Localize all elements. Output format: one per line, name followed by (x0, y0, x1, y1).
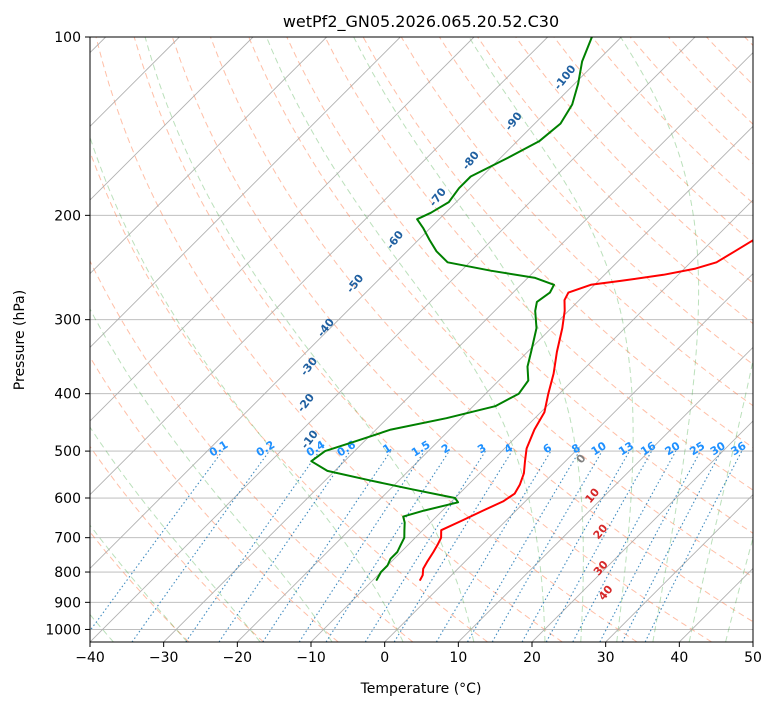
moist-adiabat-line (620, 37, 700, 642)
mixing-ratio-line (298, 450, 425, 642)
y-tick-label: 1000 (45, 622, 81, 638)
moist-adiabat-line (90, 524, 188, 642)
profile-series (310, 37, 753, 581)
moist-adiabat-line (266, 37, 546, 642)
dry-adiabat-line (95, 37, 563, 642)
moist-adiabat-line (725, 536, 753, 642)
mixing-ratio-line (644, 450, 743, 642)
y-tick-label: 800 (54, 565, 81, 581)
x-tick-label: 10 (449, 650, 467, 666)
mixing-ratio-line (393, 450, 513, 642)
x-tick-label: 30 (597, 650, 615, 666)
isotherm-line (90, 37, 327, 275)
mixing-ratio-line (185, 450, 320, 642)
y-tick-label: 400 (54, 387, 81, 403)
x-tick-label: −30 (149, 650, 179, 666)
dry-adiabats (90, 37, 753, 642)
isotherm-line (90, 37, 696, 642)
y-tick-label: 900 (54, 595, 81, 611)
isotherm-line (605, 494, 753, 642)
chart-title: wetPf2_GN05.2026.065.20.52.C30 (283, 12, 559, 32)
x-tick-label: 20 (523, 650, 541, 666)
dry-adiabat-line (90, 259, 414, 642)
moist-adiabat-line (90, 135, 404, 642)
dry-adiabat-line (133, 37, 638, 642)
dry-adiabat-line (90, 445, 264, 642)
x-axis-label: Temperature (°C) (360, 681, 482, 697)
isotherm-line (237, 125, 753, 642)
dry-adiabat-line (248, 37, 753, 578)
moist-adiabat-line (688, 358, 753, 642)
y-tick-label: 500 (54, 444, 81, 460)
mixing-ratio-line (545, 450, 653, 642)
dry-adiabat-line (324, 37, 753, 491)
x-tick-label: −10 (296, 650, 326, 666)
isotherm-line (531, 420, 753, 642)
isotherm-line (90, 37, 622, 569)
moist-adiabat-line (90, 308, 333, 642)
moist-adiabat-line (353, 37, 584, 642)
y-axis-label: Pressure (hPa) (12, 290, 28, 390)
x-tick-label: 50 (744, 650, 762, 666)
pressure-gridlines (90, 37, 753, 630)
mixing-ratio-lines (90, 450, 743, 642)
mixing-ratio-line (325, 450, 450, 642)
dry-adiabat-line (171, 37, 712, 642)
mixing-ratio-line (262, 450, 392, 642)
dry-adiabat-line (286, 37, 753, 534)
isotherm-line (90, 37, 401, 348)
isotherm-line (90, 37, 548, 496)
dry-adiabat-line (90, 356, 339, 642)
mixing-ratio-line (521, 450, 630, 642)
x-tick-label: 40 (670, 650, 688, 666)
y-tick-label: 600 (54, 491, 81, 507)
y-tick-label: 300 (54, 313, 81, 329)
mixing-ratio-line (218, 450, 351, 642)
isotherm-line (310, 199, 753, 642)
y-tick-label: 100 (54, 30, 81, 46)
moist-adiabat-line (144, 37, 475, 642)
mixing-ratio-line (131, 450, 270, 642)
isotherms (90, 37, 753, 642)
plot-frame (89, 36, 754, 643)
x-tick-label: −40 (75, 650, 105, 666)
isotherm-line (90, 37, 254, 201)
y-tick-label: 200 (54, 208, 81, 224)
y-tick-label: 700 (54, 531, 81, 547)
dewpoint-profile-line (310, 37, 593, 581)
isotherm-line (90, 37, 475, 422)
dry-adiabat-line (515, 37, 753, 284)
y-axis-ticks: 100 200 300 400 500 600 700 800 900 1000 (45, 30, 90, 638)
moist-adiabat-line (90, 426, 261, 642)
isotherm-line (384, 273, 753, 642)
isotherm-line (163, 52, 753, 642)
dry-adiabat-line (210, 37, 753, 623)
temperature-profile-line (419, 239, 753, 581)
mixing-ratio-line (572, 450, 677, 642)
x-tick-label: 0 (380, 650, 389, 666)
x-tick-label: −20 (223, 650, 253, 666)
isotherm-line (458, 346, 753, 642)
mixing-ratio-line (90, 450, 223, 632)
moist-adiabats (90, 37, 753, 642)
x-axis-ticks: −40 −30 −20 −10 0 10 20 30 40 50 (75, 642, 762, 666)
